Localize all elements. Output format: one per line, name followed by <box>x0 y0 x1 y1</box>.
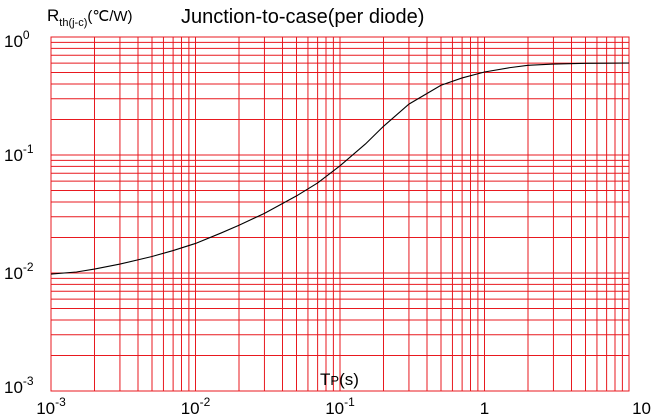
series-line <box>50 62 630 275</box>
x-tick-label: 10-2 <box>181 395 211 418</box>
chart-title: Junction-to-case(per diode) <box>181 6 424 28</box>
x-tick-label: 10-1 <box>325 395 355 418</box>
plot-frame <box>50 36 630 392</box>
x-tick-label: 10 <box>632 399 651 418</box>
grid <box>50 36 630 392</box>
y-tick-label: 10-2 <box>4 260 34 283</box>
y-tick-labels: 10-3 10-2 10-1 100 <box>4 28 34 397</box>
y-axis-label: Rth(j-c)(℃/W) <box>47 6 133 29</box>
x-tick-label: 10-3 <box>36 395 66 418</box>
x-axis-label: TP(s) <box>320 370 359 389</box>
y-tick-label: 10-1 <box>4 142 34 165</box>
x-tick-label: 1 <box>480 399 489 418</box>
x-tick-labels: 10-3 10-2 10-1 1 10 <box>36 395 651 418</box>
y-tick-label: 100 <box>4 28 30 51</box>
y-tick-label: 10-3 <box>4 374 34 397</box>
